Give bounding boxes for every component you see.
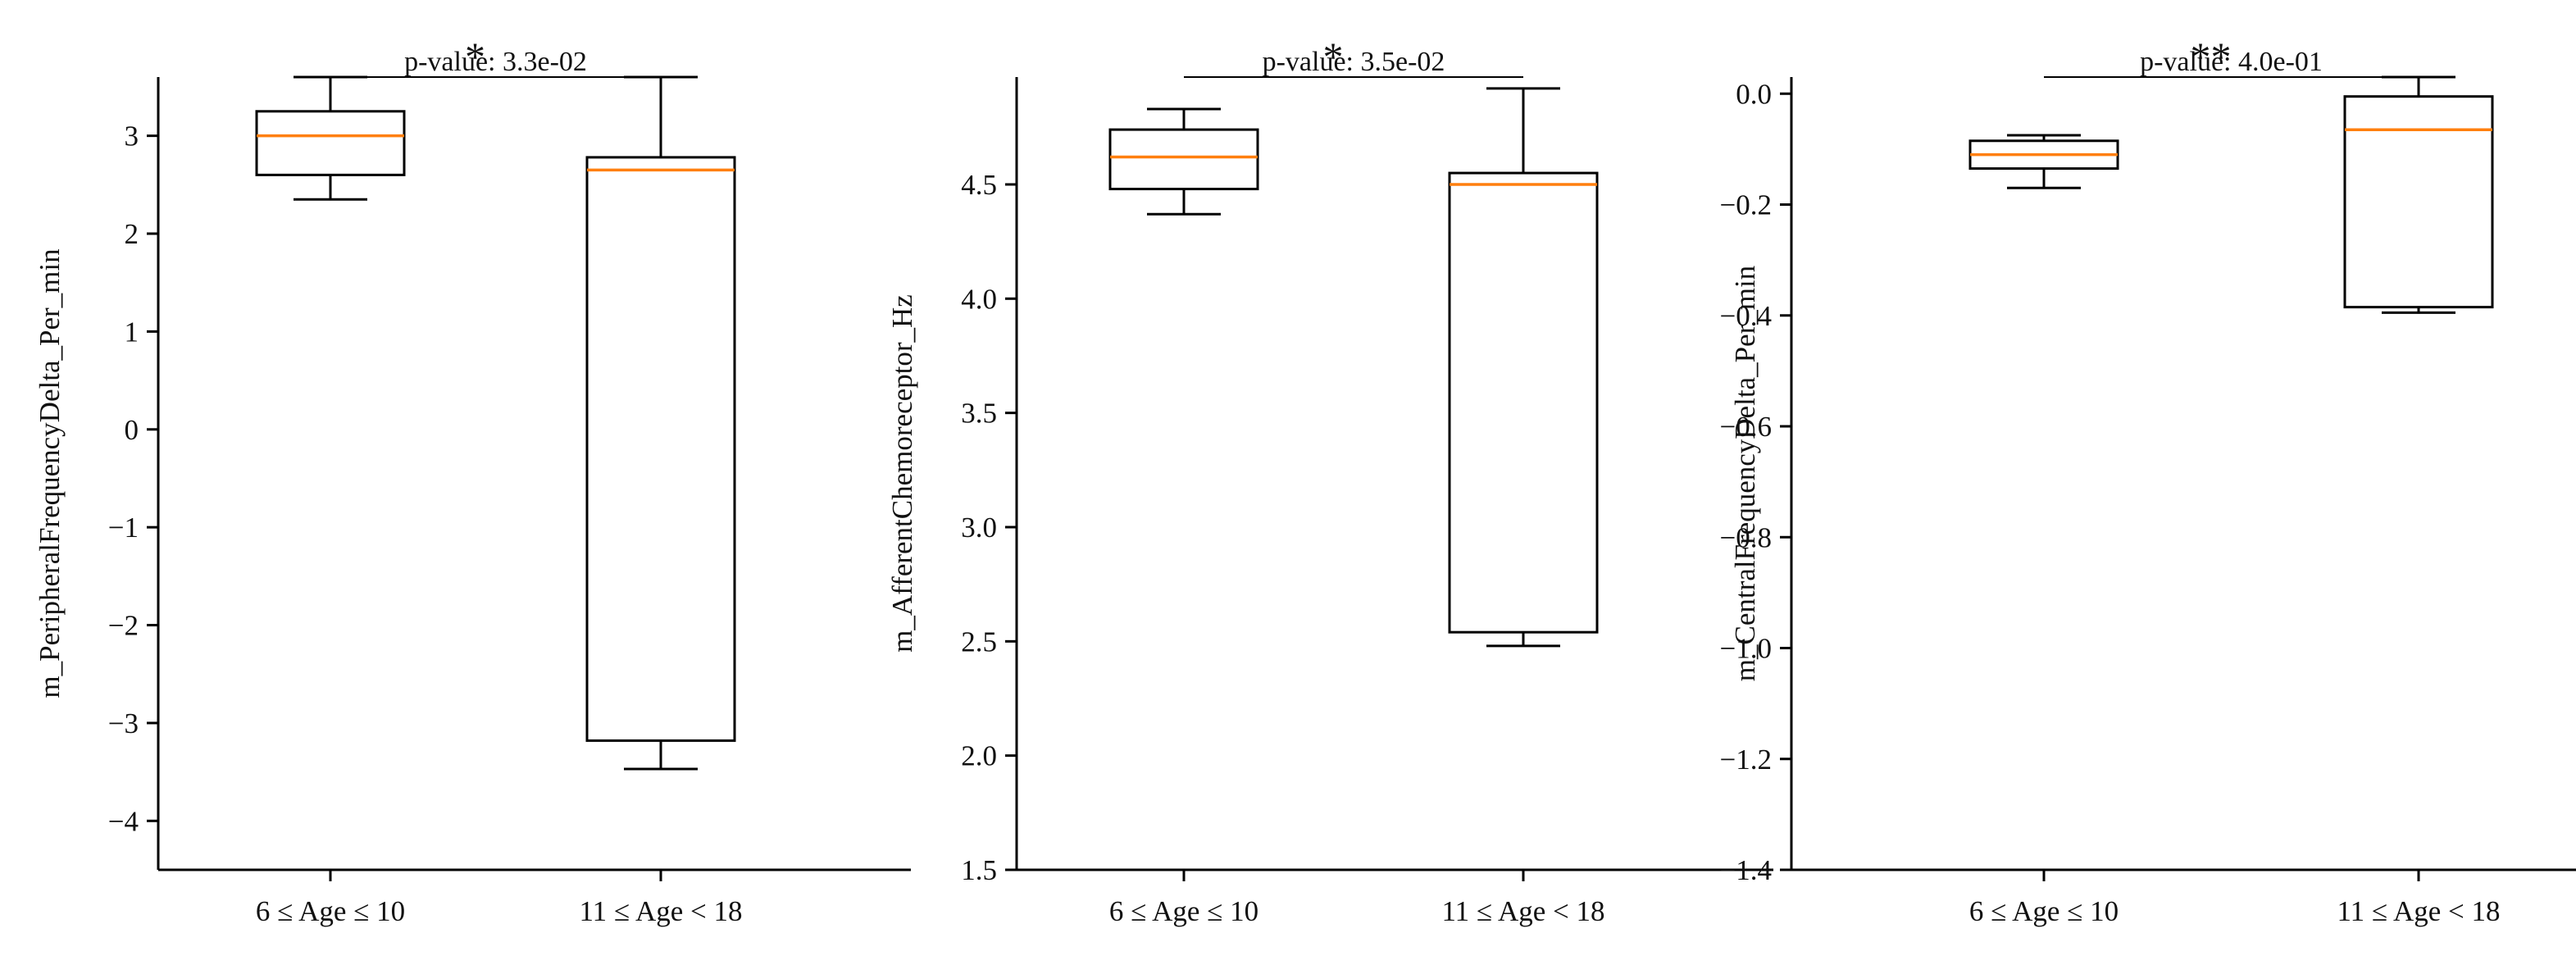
y-tick-label: 1.5 (961, 854, 997, 886)
y-tick-label: 0.0 (1736, 78, 1772, 110)
p-value-label: p-value: 4.0e-01 (2140, 47, 2323, 77)
y-tick-label: −1.4 (1720, 854, 1773, 886)
iqr-box (1108, 128, 1259, 191)
box-1 (1108, 107, 1259, 216)
x-tick-label: 6 ≤ Age ≤ 10 (1969, 895, 2119, 927)
y-axis-label: m_PeripheralFrequencyDelta_Per_min (34, 248, 66, 698)
y-tick-label: 3 (125, 121, 139, 152)
iqr-box (585, 156, 736, 742)
y-tick-label: −1.2 (1720, 744, 1773, 776)
y-tick-label: −2 (108, 610, 139, 642)
y-tick-label: 3.0 (961, 512, 997, 544)
iqr-box (2343, 95, 2494, 309)
y-tick-label: 4.5 (961, 169, 997, 201)
box-2 (2343, 75, 2494, 314)
y-tick-label: 0 (125, 414, 139, 446)
y-tick-label: 2.0 (961, 740, 997, 772)
y-tick-label: −0.2 (1720, 189, 1773, 221)
y-tick-label: 2.5 (961, 626, 997, 657)
significance-stars: * (1323, 34, 1344, 80)
box-1 (1968, 134, 2119, 189)
y-tick-label: −3 (108, 707, 139, 739)
y-tick-label: 3.5 (961, 398, 997, 430)
y-tick-label: −1.0 (1720, 633, 1773, 665)
significance-stars: * (465, 34, 485, 80)
y-tick-label: 2 (125, 218, 139, 250)
box-2 (1448, 87, 1599, 648)
y-tick-label: −1 (108, 512, 139, 544)
panel-2: 4.5 4.0 3.5 3.0 2.5 2.0 1.5 6 ≤ Age ≤ 10 11 ≤ Ag… (886, 34, 1773, 927)
significance-stars: ** (2191, 34, 2232, 80)
y-tick-label: −4 (108, 805, 139, 837)
box-1 (255, 75, 406, 201)
x-tick-label: 11 ≤ Age < 18 (579, 895, 742, 927)
y-tick-label: −0.8 (1720, 521, 1773, 553)
box-2 (585, 75, 736, 771)
y-tick-label: 1 (125, 316, 139, 348)
y-axis-label: m_AfferentChemoreceptor_Hz (886, 294, 918, 653)
iqr-box (255, 110, 406, 176)
x-tick-label: 6 ≤ Age ≤ 10 (1109, 895, 1258, 927)
iqr-box (1448, 171, 1599, 634)
p-value-label: p-value: 3.3e-02 (404, 47, 587, 77)
p-value-label: p-value: 3.5e-02 (1263, 47, 1445, 77)
x-tick-label: 11 ≤ Age < 18 (1441, 895, 1604, 927)
y-tick-label: −0.6 (1720, 411, 1773, 443)
x-tick-label: 6 ≤ Age ≤ 10 (256, 895, 405, 927)
panel-3: 0.0 −0.2 −0.4 −0.6 −0.8 −1.0 −1.2 −1.4 6 ≤ Age ≤… (1720, 34, 2576, 927)
panel-1: 3 2 1 0 −1 −2 −3 −4 6 ≤ Age ≤ 10 11 ≤ Age < 18 m_P… (34, 34, 911, 927)
y-tick-label: 4.0 (961, 283, 997, 315)
x-tick-label: 11 ≤ Age < 18 (2337, 895, 2500, 927)
y-tick-label: −0.4 (1720, 300, 1773, 332)
y-axis-label: m_CentralFrequencyDelta_Per_min (1729, 266, 1761, 681)
